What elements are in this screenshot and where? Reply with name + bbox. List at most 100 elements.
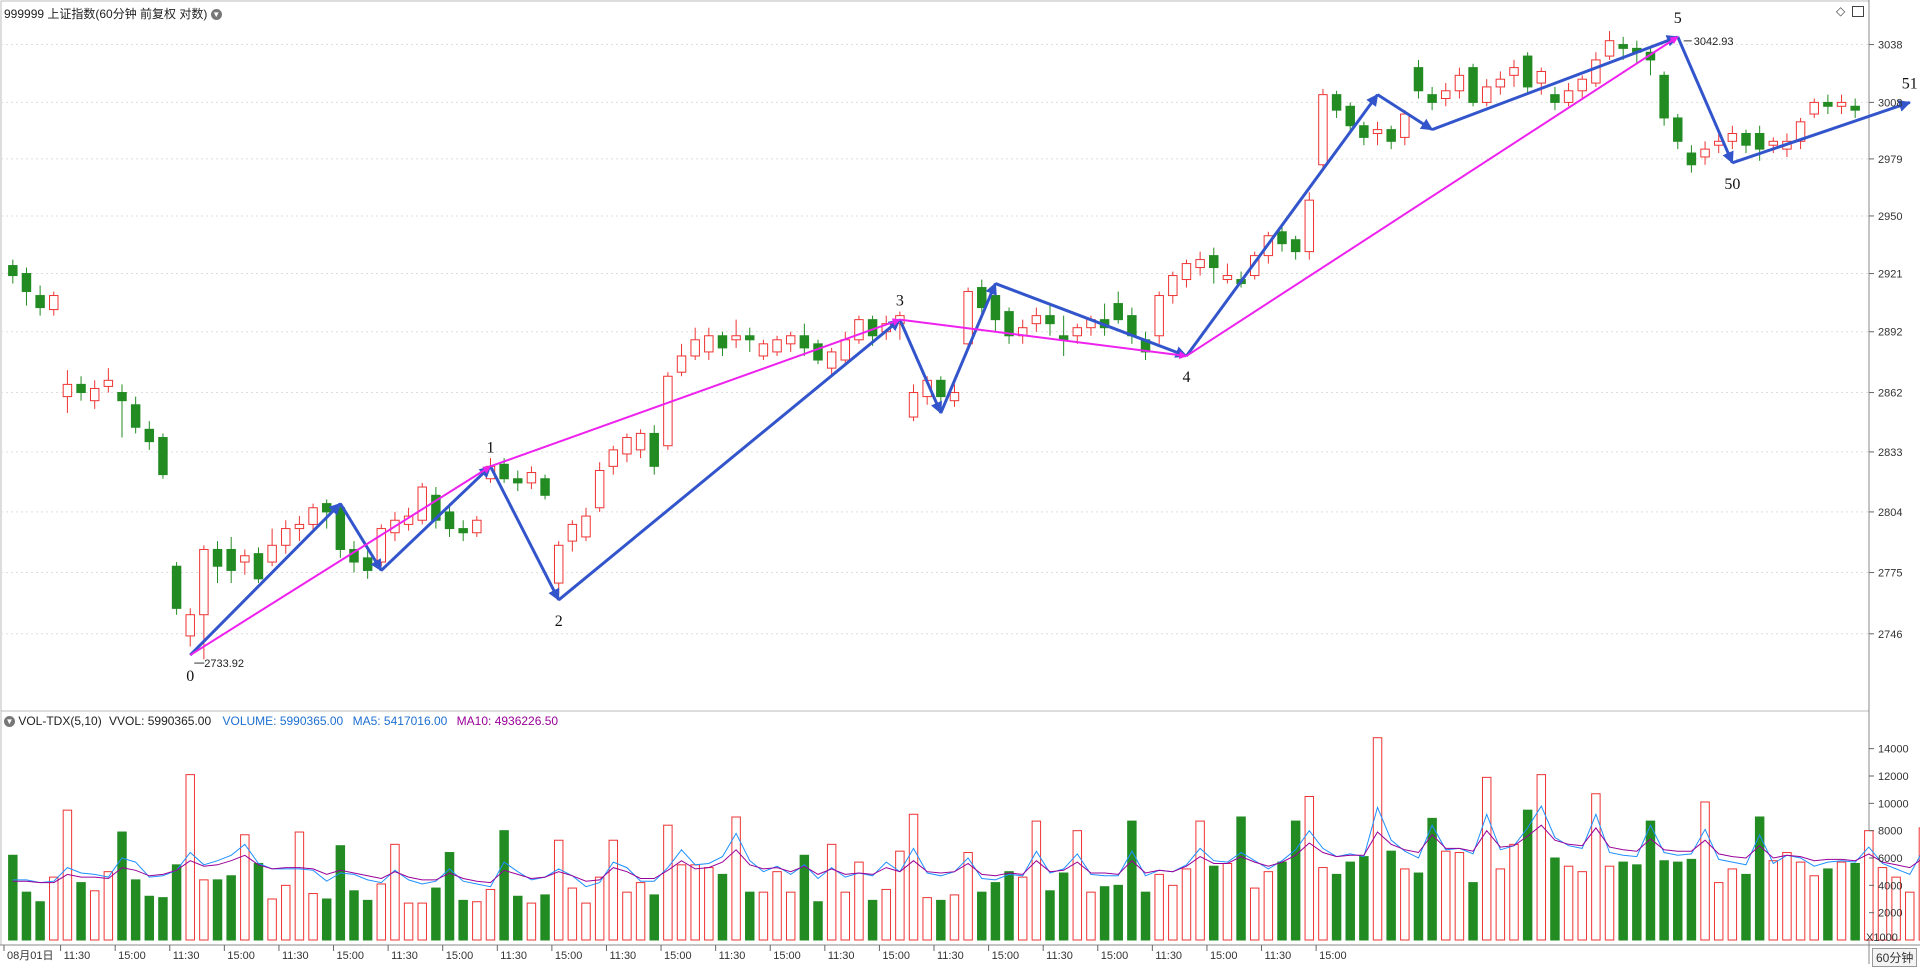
volume-bar-up — [608, 839, 619, 941]
candle-body-up — [608, 449, 619, 467]
wave-segment-blue — [939, 282, 997, 414]
indicator-ma10: MA10: 4936226.50 — [456, 714, 559, 728]
candle-body-down — [1331, 94, 1342, 111]
price-tick-label: 3038 — [1878, 40, 1902, 52]
wave-segment-blue — [380, 465, 492, 572]
volume-bar-down — [990, 882, 1001, 941]
volume-bar-down — [1236, 816, 1246, 941]
volume-bar-down — [1277, 861, 1287, 941]
volume-bar-up — [308, 893, 318, 941]
high-value-label: 3042.93 — [1694, 36, 1734, 48]
wave-segment-blue — [1676, 36, 1734, 164]
candle-body-down — [1113, 303, 1123, 321]
volume-bar-up — [1577, 871, 1587, 941]
candle-body-down — [1386, 129, 1396, 142]
volume-bar-up — [1877, 867, 1888, 941]
candle-body-up — [908, 392, 919, 418]
volume-bar-up — [103, 871, 114, 941]
volume-bar-down — [1359, 856, 1369, 941]
volume-bar-up — [1700, 801, 1710, 941]
volume-bar-down — [1522, 809, 1533, 941]
volume-bar-up — [267, 898, 277, 941]
volume-bar-up — [1891, 876, 1901, 941]
candle-body-down — [1741, 133, 1751, 146]
price-tick-label: 2921 — [1878, 269, 1902, 281]
candle-body-up — [840, 339, 851, 361]
volume-bar-down — [1045, 890, 1055, 941]
candle-body-up — [1372, 129, 1383, 135]
volume-bar-down — [1099, 886, 1110, 941]
time-tick-label: 15:00 — [1210, 950, 1238, 962]
price-tick-label: 2746 — [1878, 629, 1902, 641]
candle-body-down — [1550, 94, 1560, 103]
volume-bar-up — [1222, 862, 1233, 941]
volume-bar-down — [335, 845, 346, 941]
indicator-name[interactable]: VOL-TDX(5,10) — [18, 714, 102, 728]
volume-bar-up — [676, 864, 687, 941]
candle-body-up — [1195, 259, 1205, 269]
volume-bar-up — [185, 774, 195, 941]
indicator-dropdown-icon[interactable]: ▼ — [4, 716, 15, 728]
volume-bar-down — [21, 891, 32, 941]
candle-body-up — [49, 295, 59, 311]
wave-label: 0 — [186, 668, 194, 685]
candle-body-down — [1427, 94, 1437, 103]
wave-label: 3 — [896, 293, 904, 310]
volume-bar-up — [390, 843, 400, 941]
candle-body-up — [294, 523, 305, 530]
volume-bar-down — [1386, 850, 1396, 941]
low-value-label: 2733.92 — [204, 658, 244, 670]
candle-body-down — [1850, 105, 1860, 111]
volume-bar-down — [1290, 820, 1301, 941]
volume-bar-down — [513, 895, 523, 941]
volume-bar-down — [1673, 861, 1683, 941]
candle-body-down — [321, 503, 332, 513]
volume-bar-up — [663, 824, 673, 941]
price-tick-label: 2979 — [1878, 154, 1902, 166]
candle-body-up — [854, 319, 864, 341]
candle-body-down — [1209, 255, 1219, 269]
dropdown-icon[interactable]: ▼ — [210, 9, 222, 21]
candle-body-up — [826, 351, 837, 369]
wave-label: 51 — [1902, 75, 1918, 92]
candle-body-up — [240, 555, 250, 563]
period-button[interactable]: 60分钟 — [1872, 948, 1918, 967]
diamond-icon[interactable]: ◇ — [1836, 4, 1846, 18]
volume-bar-down — [717, 873, 728, 941]
wave-segment-blue — [1731, 100, 1911, 165]
candle-body-down — [1413, 67, 1424, 92]
time-tick-label: 11:30 — [719, 950, 746, 962]
volume-bar-down — [1659, 860, 1669, 941]
time-tick-label: 15:00 — [882, 950, 910, 962]
volume-bar-down — [144, 895, 155, 941]
volume-bar-up — [553, 839, 564, 941]
volume-bar-up — [417, 902, 427, 941]
candle-body-down — [8, 265, 18, 277]
candle-body-up — [526, 472, 537, 484]
candle-body-down — [1673, 117, 1683, 142]
candle-body-up — [772, 339, 782, 353]
candle-body-down — [158, 437, 168, 476]
volume-tick-label: 2000 — [1878, 908, 1902, 920]
volume-bar-down — [1209, 865, 1219, 941]
candle-body-up — [594, 469, 605, 509]
window-toggle-icon[interactable] — [1851, 6, 1864, 18]
wave-segment-blue — [557, 318, 901, 602]
price-tick-label: 2892 — [1878, 327, 1902, 339]
volume-tick-label: 10000 — [1878, 798, 1909, 810]
wave-segment-magenta — [490, 318, 901, 468]
volume-bar-down — [158, 897, 168, 941]
time-tick-label: 15:00 — [337, 950, 365, 962]
time-tick-label: 11:30 — [282, 950, 309, 962]
wave-segment-blue — [994, 282, 1188, 358]
volume-bar-down — [1754, 816, 1765, 941]
volume-bar-up — [1072, 830, 1083, 941]
wave-label: 1 — [486, 439, 494, 456]
candle-body-down — [1686, 152, 1697, 166]
volume-bar-up — [1263, 871, 1274, 941]
candle-body-up — [1304, 199, 1315, 253]
volume-bar-up — [403, 902, 414, 941]
volume-bar-up — [1713, 882, 1724, 941]
